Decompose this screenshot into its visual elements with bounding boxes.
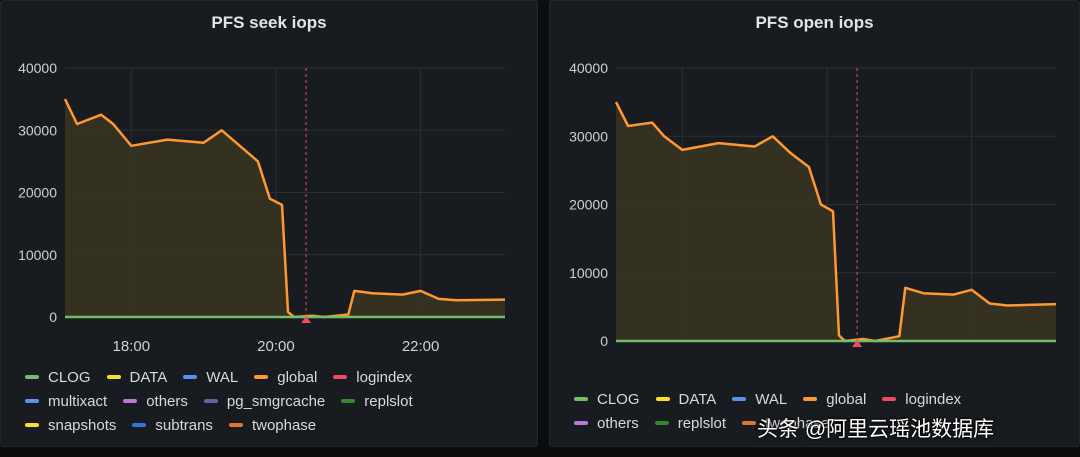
legend-row: others replslot twophase	[574, 411, 977, 435]
annotation-marker	[852, 340, 863, 347]
legend-label: logindex	[905, 390, 962, 408]
legend-item-subtrans[interactable]: subtrans	[132, 417, 213, 434]
legend-label: others	[146, 392, 188, 410]
legend-label: pg_smgrcache	[226, 392, 326, 410]
legend-swatch	[183, 375, 198, 379]
legend-swatch	[654, 421, 669, 425]
y-tick-label: 10000	[569, 265, 608, 281]
legend-swatch	[732, 397, 747, 401]
x-tick-label: 20:00	[257, 338, 295, 351]
legend-item-twophase[interactable]: twophase	[228, 416, 317, 434]
legend-row: multixact others pg_smgrcache replslot	[25, 389, 429, 413]
legend-item-others[interactable]: others	[123, 393, 188, 410]
legend-label: others	[597, 414, 639, 432]
legend-label: subtrans	[155, 416, 213, 434]
legend-item-others[interactable]: others	[574, 415, 639, 432]
legend-item-multixact[interactable]: multixact	[25, 393, 107, 410]
legend-row: CLOG DATA WAL global logindex	[25, 365, 429, 389]
legend-label: replslot	[364, 392, 413, 410]
legend-swatch	[803, 397, 818, 401]
legend-label: WAL	[755, 390, 788, 408]
legend-swatch	[25, 375, 39, 379]
legend-swatch	[333, 375, 348, 379]
legend-item-data[interactable]: DATA	[106, 368, 168, 386]
legend-item-pg-smgrcache[interactable]: pg_smgrcache	[203, 392, 326, 410]
legend-label: global	[826, 390, 867, 408]
y-tick-label: 40000	[18, 60, 57, 76]
legend-swatch	[574, 421, 588, 425]
legend-label: logindex	[356, 368, 413, 386]
legend-label: twophase	[765, 414, 830, 432]
y-tick-label: 20000	[18, 185, 57, 201]
legend-swatch	[742, 421, 757, 425]
legend-item-clog[interactable]: CLOG	[574, 391, 640, 408]
legend-swatch	[132, 423, 147, 427]
legend-swatch	[655, 397, 670, 401]
watermark: 头条 @阿里云瑶池数据库	[757, 418, 995, 441]
legend-label: DATA	[129, 368, 168, 386]
chart-pfs-seek-iops: 0 10000 20000 30000 40000 18:00 20:00 22:00	[18, 60, 506, 351]
series-area-global	[65, 99, 505, 317]
legend-swatch	[341, 399, 356, 403]
y-tick-label: 30000	[18, 122, 57, 138]
legend-open: CLOG DATA WAL global logindex others replslot t…	[574, 387, 977, 435]
y-tick-label: 0	[49, 309, 57, 325]
y-tick-label: 20000	[569, 197, 608, 213]
panel-pfs-open-iops: PFS open iops 01000020000300004000018:00…	[549, 0, 1080, 447]
legend-row: CLOG DATA WAL global logindex	[574, 387, 977, 411]
legend-item-wal[interactable]: WAL	[183, 369, 238, 386]
legend-label: twophase	[251, 416, 317, 434]
legend-swatch	[106, 375, 121, 379]
legend-item-clog[interactable]: CLOG	[25, 369, 91, 386]
panel-title[interactable]: PFS open iops	[755, 13, 874, 32]
y-tick-label: 10000	[18, 247, 57, 263]
annotation-marker	[301, 316, 312, 323]
legend-item-twophase[interactable]: twophase	[742, 415, 829, 432]
legend-label: global	[277, 368, 318, 386]
x-tick-label: 18:00	[113, 338, 151, 351]
legend-swatch	[25, 399, 39, 403]
legend-label: multixact	[48, 392, 108, 410]
series-line-global	[614, 101, 1057, 343]
panel-title[interactable]: PFS seek iops	[211, 13, 327, 32]
panel-pfs-seek-iops: PFS seek iops 0 10000 20000 30000 40000 18:00…	[0, 0, 538, 447]
legend-swatch	[203, 399, 218, 403]
series-line-global	[63, 98, 506, 319]
legend-seek: CLOG DATA WAL global logindex multixact others…	[25, 365, 429, 437]
legend-swatch	[228, 423, 243, 427]
legend-label: snapshots	[48, 416, 117, 434]
legend-label: CLOG	[597, 390, 640, 408]
legend-item-wal[interactable]: WAL	[732, 391, 787, 408]
series-area-global	[616, 102, 1056, 341]
legend-swatch	[882, 397, 897, 401]
legend-label: WAL	[206, 368, 239, 386]
legend-item-snapshots[interactable]: snapshots	[25, 417, 116, 434]
legend-item-global[interactable]: global	[254, 369, 317, 386]
legend-item-global[interactable]: global	[803, 391, 866, 408]
legend-item-logindex[interactable]: logindex	[333, 369, 412, 386]
legend-label: CLOG	[48, 368, 91, 386]
x-tick-label: 22:00	[402, 338, 440, 351]
y-tick-label: 0	[600, 333, 608, 349]
legend-item-replslot[interactable]: replslot	[654, 414, 727, 432]
legend-swatch	[25, 423, 39, 427]
legend-swatch	[123, 399, 138, 403]
y-tick-label: 40000	[569, 60, 608, 76]
legend-swatch	[574, 397, 588, 401]
legend-item-data[interactable]: DATA	[655, 390, 717, 408]
legend-row: snapshots subtrans twophase	[25, 413, 429, 437]
legend-swatch	[254, 375, 269, 379]
legend-item-logindex[interactable]: logindex	[882, 391, 961, 408]
legend-label: replslot	[677, 414, 727, 432]
y-tick-label: 30000	[569, 128, 608, 144]
legend-label: DATA	[678, 390, 717, 408]
legend-item-replslot[interactable]: replslot	[341, 392, 413, 410]
